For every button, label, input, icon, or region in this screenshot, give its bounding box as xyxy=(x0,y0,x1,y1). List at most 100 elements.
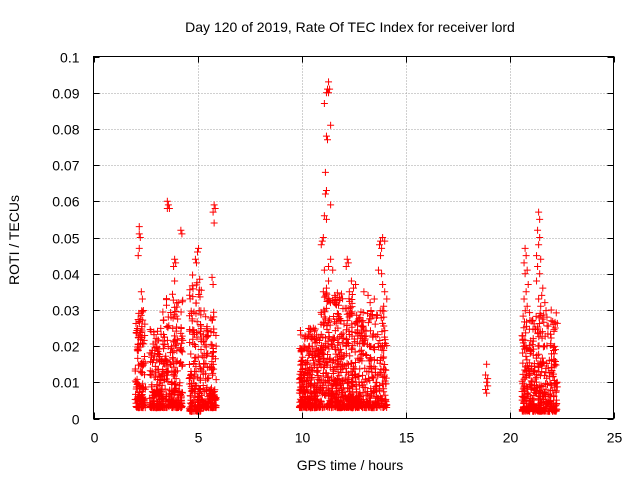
data-point xyxy=(158,394,166,402)
data-point xyxy=(211,205,219,213)
data-point xyxy=(208,358,216,366)
data-point xyxy=(327,201,335,209)
data-point xyxy=(336,317,344,325)
data-point xyxy=(134,334,142,342)
data-point xyxy=(546,397,554,405)
data-point xyxy=(545,390,553,398)
data-point xyxy=(199,382,207,390)
data-point xyxy=(345,288,353,296)
data-point xyxy=(344,259,352,267)
data-point xyxy=(174,336,182,344)
data-point xyxy=(537,255,545,263)
data-point xyxy=(547,317,555,325)
data-point xyxy=(376,356,384,364)
data-point xyxy=(159,340,167,348)
data-point xyxy=(147,371,155,379)
data-point xyxy=(172,341,180,349)
data-point xyxy=(552,361,560,369)
data-point xyxy=(207,340,215,348)
data-point xyxy=(154,347,162,355)
data-point xyxy=(519,359,527,367)
data-point xyxy=(376,241,383,249)
data-point xyxy=(204,393,212,401)
data-point xyxy=(553,383,561,391)
data-point xyxy=(305,381,313,389)
data-point xyxy=(529,337,537,345)
data-point xyxy=(176,346,184,354)
data-point xyxy=(526,394,534,402)
data-point xyxy=(157,324,165,332)
data-point xyxy=(203,332,211,340)
data-point xyxy=(177,392,185,400)
data-point xyxy=(551,324,559,332)
data-point xyxy=(304,389,312,397)
data-point xyxy=(321,315,329,323)
data-point xyxy=(301,403,309,411)
data-point xyxy=(318,403,326,411)
data-point xyxy=(309,333,317,341)
data-point xyxy=(137,369,145,377)
data-point xyxy=(374,266,382,274)
data-point xyxy=(208,371,216,379)
data-point xyxy=(320,266,328,274)
data-point xyxy=(318,347,326,355)
data-point xyxy=(527,377,535,385)
data-point xyxy=(484,375,492,383)
data-point xyxy=(170,363,178,371)
data-point xyxy=(379,319,387,327)
data-point xyxy=(547,330,555,338)
data-point xyxy=(552,309,560,317)
data-point xyxy=(297,331,305,339)
data-point xyxy=(342,350,350,358)
data-point xyxy=(317,331,325,339)
data-point xyxy=(349,342,357,350)
data-point xyxy=(346,387,354,395)
data-point xyxy=(483,389,491,397)
data-point xyxy=(537,302,545,310)
data-point xyxy=(301,393,309,401)
data-point xyxy=(332,350,340,358)
data-point xyxy=(322,378,330,386)
data-point xyxy=(168,399,176,407)
data-point xyxy=(322,186,330,194)
data-point xyxy=(352,281,360,289)
data-point xyxy=(537,383,545,391)
data-point xyxy=(547,306,555,314)
data-point xyxy=(188,386,196,394)
data-point xyxy=(319,387,327,395)
data-point xyxy=(353,339,361,347)
data-point xyxy=(319,234,327,241)
data-point xyxy=(200,363,208,371)
data-point xyxy=(310,359,318,367)
data-point xyxy=(296,375,304,383)
y-tick-labels: 0 0.01 0.02 0.03 0.04 0.05 0.06 0.07 0.08 0.09 0.1 xyxy=(52,50,79,428)
data-point xyxy=(526,316,534,324)
data-point xyxy=(322,359,330,367)
data-point xyxy=(372,398,380,406)
data-point xyxy=(344,339,352,347)
data-point xyxy=(164,201,172,209)
data-point xyxy=(379,365,387,373)
data-point xyxy=(149,340,157,348)
data-point xyxy=(175,382,183,390)
data-point xyxy=(159,359,167,367)
data-point xyxy=(346,297,354,305)
data-point xyxy=(524,281,532,289)
data-point xyxy=(320,321,328,329)
data-point xyxy=(545,405,553,413)
data-point xyxy=(367,388,375,396)
data-point xyxy=(212,376,220,384)
plot-frame xyxy=(93,56,614,419)
data-point xyxy=(552,388,560,396)
data-point xyxy=(342,364,350,372)
data-point xyxy=(319,288,327,296)
data-point xyxy=(532,389,540,397)
data-point xyxy=(317,362,325,370)
data-point xyxy=(302,369,310,377)
data-point xyxy=(313,368,321,376)
data-point xyxy=(139,316,147,324)
data-point xyxy=(172,367,180,375)
data-point xyxy=(322,284,330,292)
data-point xyxy=(170,332,178,340)
y-axis-label: ROTI / TECUs xyxy=(6,195,22,285)
